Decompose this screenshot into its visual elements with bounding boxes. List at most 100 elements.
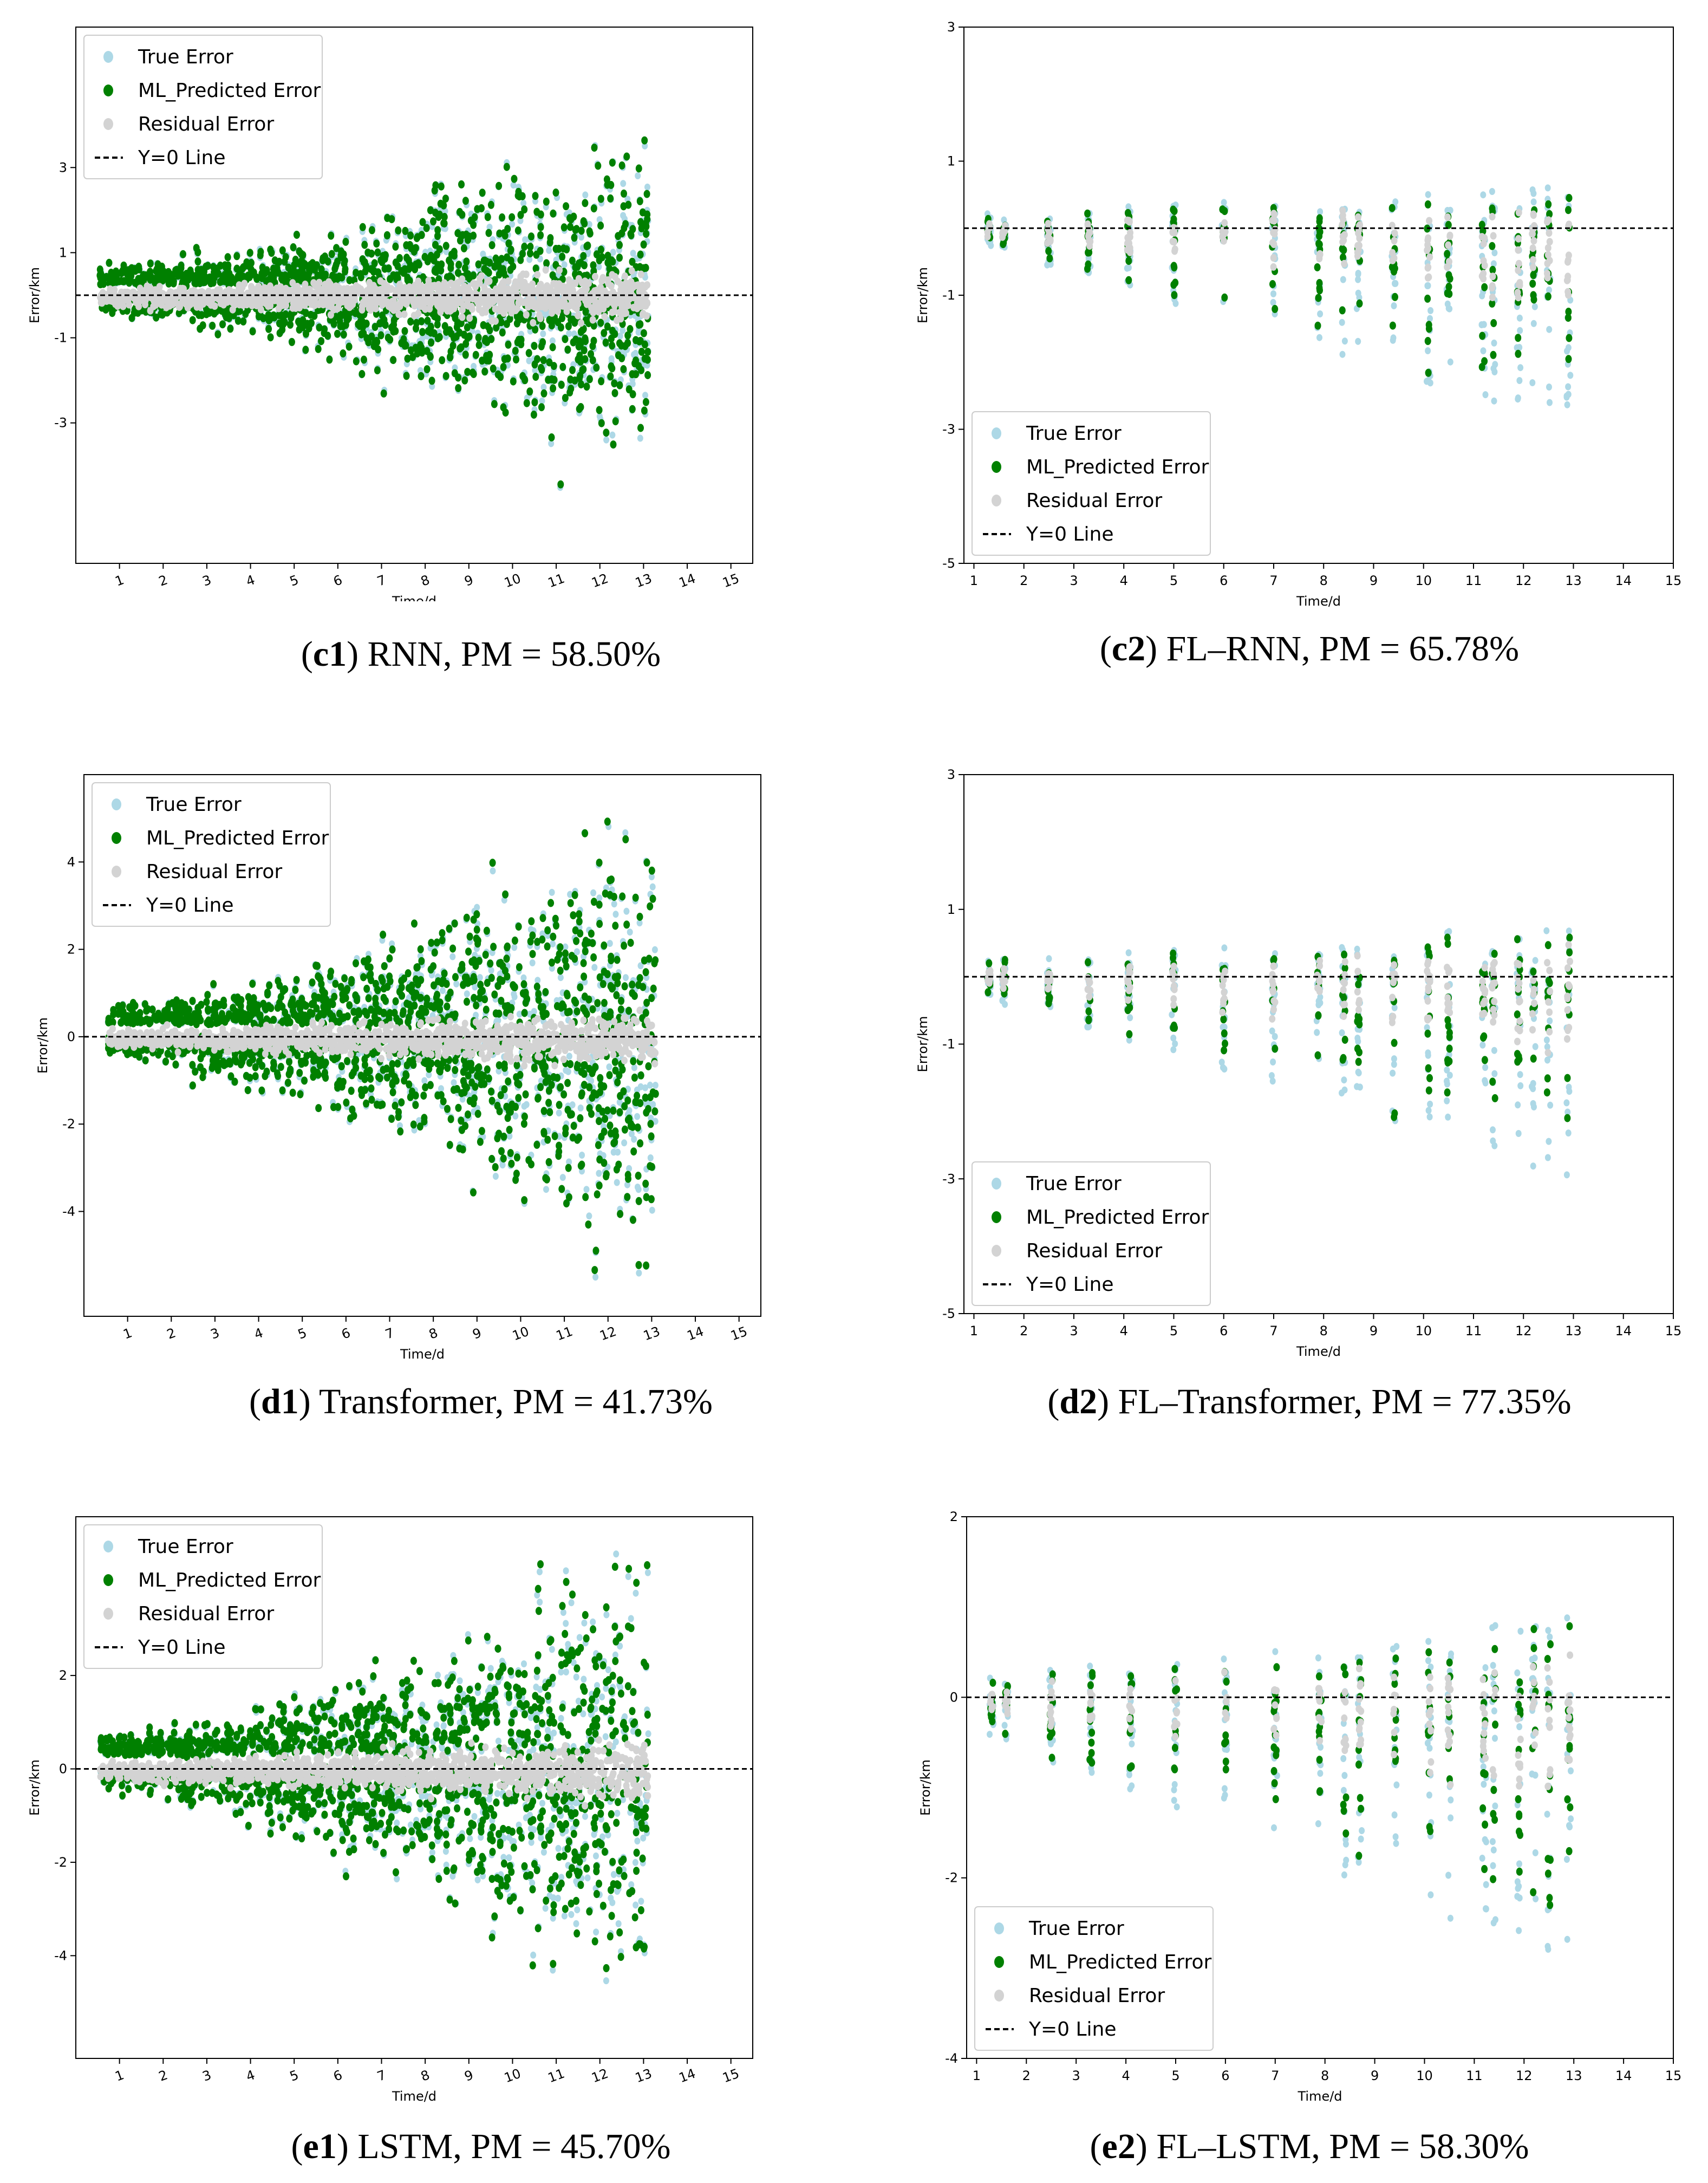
point-residual-error — [256, 293, 263, 301]
x-tick-label: 13 — [633, 571, 654, 591]
point-ml-predicted-error — [505, 340, 512, 349]
point-ml-predicted-error — [406, 276, 413, 285]
point-ml-predicted-error — [294, 231, 300, 239]
point-ml-predicted-error — [498, 318, 505, 327]
point-residual-error — [418, 282, 425, 290]
point-ml-predicted-error — [453, 323, 460, 332]
point-ml-predicted-error — [517, 256, 524, 264]
point-true-error — [578, 233, 584, 241]
point-ml-predicted-error — [637, 218, 644, 226]
point-true-error — [517, 217, 524, 224]
point-ml-predicted-error — [398, 339, 405, 347]
point-ml-predicted-error — [513, 355, 519, 364]
point-true-error — [1492, 361, 1498, 368]
x-axis-label: Time/d — [392, 594, 436, 601]
point-ml-predicted-error — [562, 394, 569, 402]
point-ml-predicted-error — [296, 319, 303, 327]
point-ml-predicted-error — [1478, 220, 1485, 229]
point-ml-predicted-error — [615, 232, 622, 241]
point-true-error — [1529, 379, 1536, 386]
point-true-error — [471, 362, 477, 370]
point-ml-predicted-error — [287, 320, 294, 329]
point-residual-error — [492, 285, 499, 293]
point-residual-error — [605, 276, 611, 284]
point-ml-predicted-error — [407, 231, 414, 240]
point-residual-error — [401, 310, 408, 319]
point-ml-predicted-error — [260, 266, 268, 275]
point-residual-error — [380, 300, 387, 308]
point-true-error — [1547, 399, 1553, 406]
point-ml-predicted-error — [464, 368, 471, 376]
point-ml-predicted-error — [1424, 294, 1431, 303]
point-ml-predicted-error — [1314, 263, 1321, 271]
point-true-error — [1490, 260, 1497, 268]
point-ml-predicted-error — [503, 163, 510, 171]
point-ml-predicted-error — [513, 312, 520, 321]
point-ml-predicted-error — [267, 333, 274, 342]
point-true-error — [1530, 190, 1537, 197]
point-ml-predicted-error — [569, 366, 576, 374]
x-tick-label: 5 — [288, 572, 301, 589]
point-ml-predicted-error — [120, 266, 127, 274]
point-true-error — [1270, 298, 1276, 306]
point-ml-predicted-error — [371, 259, 378, 268]
point-true-error — [429, 382, 435, 390]
point-ml-predicted-error — [265, 311, 272, 320]
point-residual-error — [508, 295, 515, 303]
point-ml-predicted-error — [475, 341, 483, 349]
point-residual-error — [435, 295, 442, 303]
point-ml-predicted-error — [586, 375, 593, 384]
point-ml-predicted-error — [500, 363, 507, 371]
point-residual-error — [265, 285, 272, 293]
point-true-error — [582, 191, 589, 199]
point-ml-predicted-error — [1340, 253, 1346, 262]
point-true-error — [1531, 303, 1538, 310]
point-ml-predicted-error — [629, 225, 636, 233]
point-residual-error — [244, 298, 250, 306]
point-ml-predicted-error — [486, 258, 493, 267]
point-ml-predicted-error — [1489, 204, 1496, 213]
point-residual-error — [560, 299, 567, 307]
point-ml-predicted-error — [637, 320, 644, 329]
point-ml-predicted-error — [321, 325, 328, 334]
point-ml-predicted-error — [1000, 240, 1007, 249]
point-ml-predicted-error — [168, 273, 175, 282]
point-ml-predicted-error — [597, 222, 604, 230]
point-residual-error — [592, 304, 599, 313]
point-true-error — [520, 199, 527, 207]
point-ml-predicted-error — [636, 197, 643, 205]
point-residual-error — [454, 279, 461, 287]
point-ml-predicted-error — [557, 480, 564, 489]
point-true-error — [603, 436, 610, 444]
point-residual-error — [459, 313, 466, 321]
point-ml-predicted-error — [577, 403, 584, 411]
point-ml-predicted-error — [562, 335, 569, 343]
point-residual-error — [251, 286, 258, 294]
point-residual-error — [511, 285, 518, 293]
point-ml-predicted-error — [434, 320, 441, 329]
point-ml-predicted-error — [503, 320, 510, 328]
point-residual-error — [386, 301, 393, 309]
point-ml-predicted-error — [640, 240, 647, 249]
point-ml-predicted-error — [219, 320, 226, 329]
point-true-error — [561, 261, 568, 269]
point-ml-predicted-error — [311, 311, 318, 320]
point-ml-predicted-error — [583, 382, 590, 391]
point-true-error — [1317, 310, 1324, 317]
point-residual-error — [548, 303, 555, 311]
point-ml-predicted-error — [340, 349, 347, 358]
point-ml-predicted-error — [368, 332, 375, 341]
point-residual-error — [609, 308, 616, 316]
point-ml-predicted-error — [441, 322, 448, 330]
point-ml-predicted-error — [199, 274, 206, 282]
point-ml-predicted-error — [249, 327, 256, 336]
point-ml-predicted-error — [1316, 217, 1323, 226]
point-ml-predicted-error — [418, 231, 425, 239]
point-ml-predicted-error — [578, 226, 585, 235]
point-ml-predicted-error — [418, 372, 425, 380]
point-residual-error — [1047, 235, 1054, 243]
point-ml-predicted-error — [368, 226, 375, 235]
point-ml-predicted-error — [607, 372, 614, 381]
point-ml-predicted-error — [271, 313, 278, 322]
point-ml-predicted-error — [601, 329, 608, 337]
